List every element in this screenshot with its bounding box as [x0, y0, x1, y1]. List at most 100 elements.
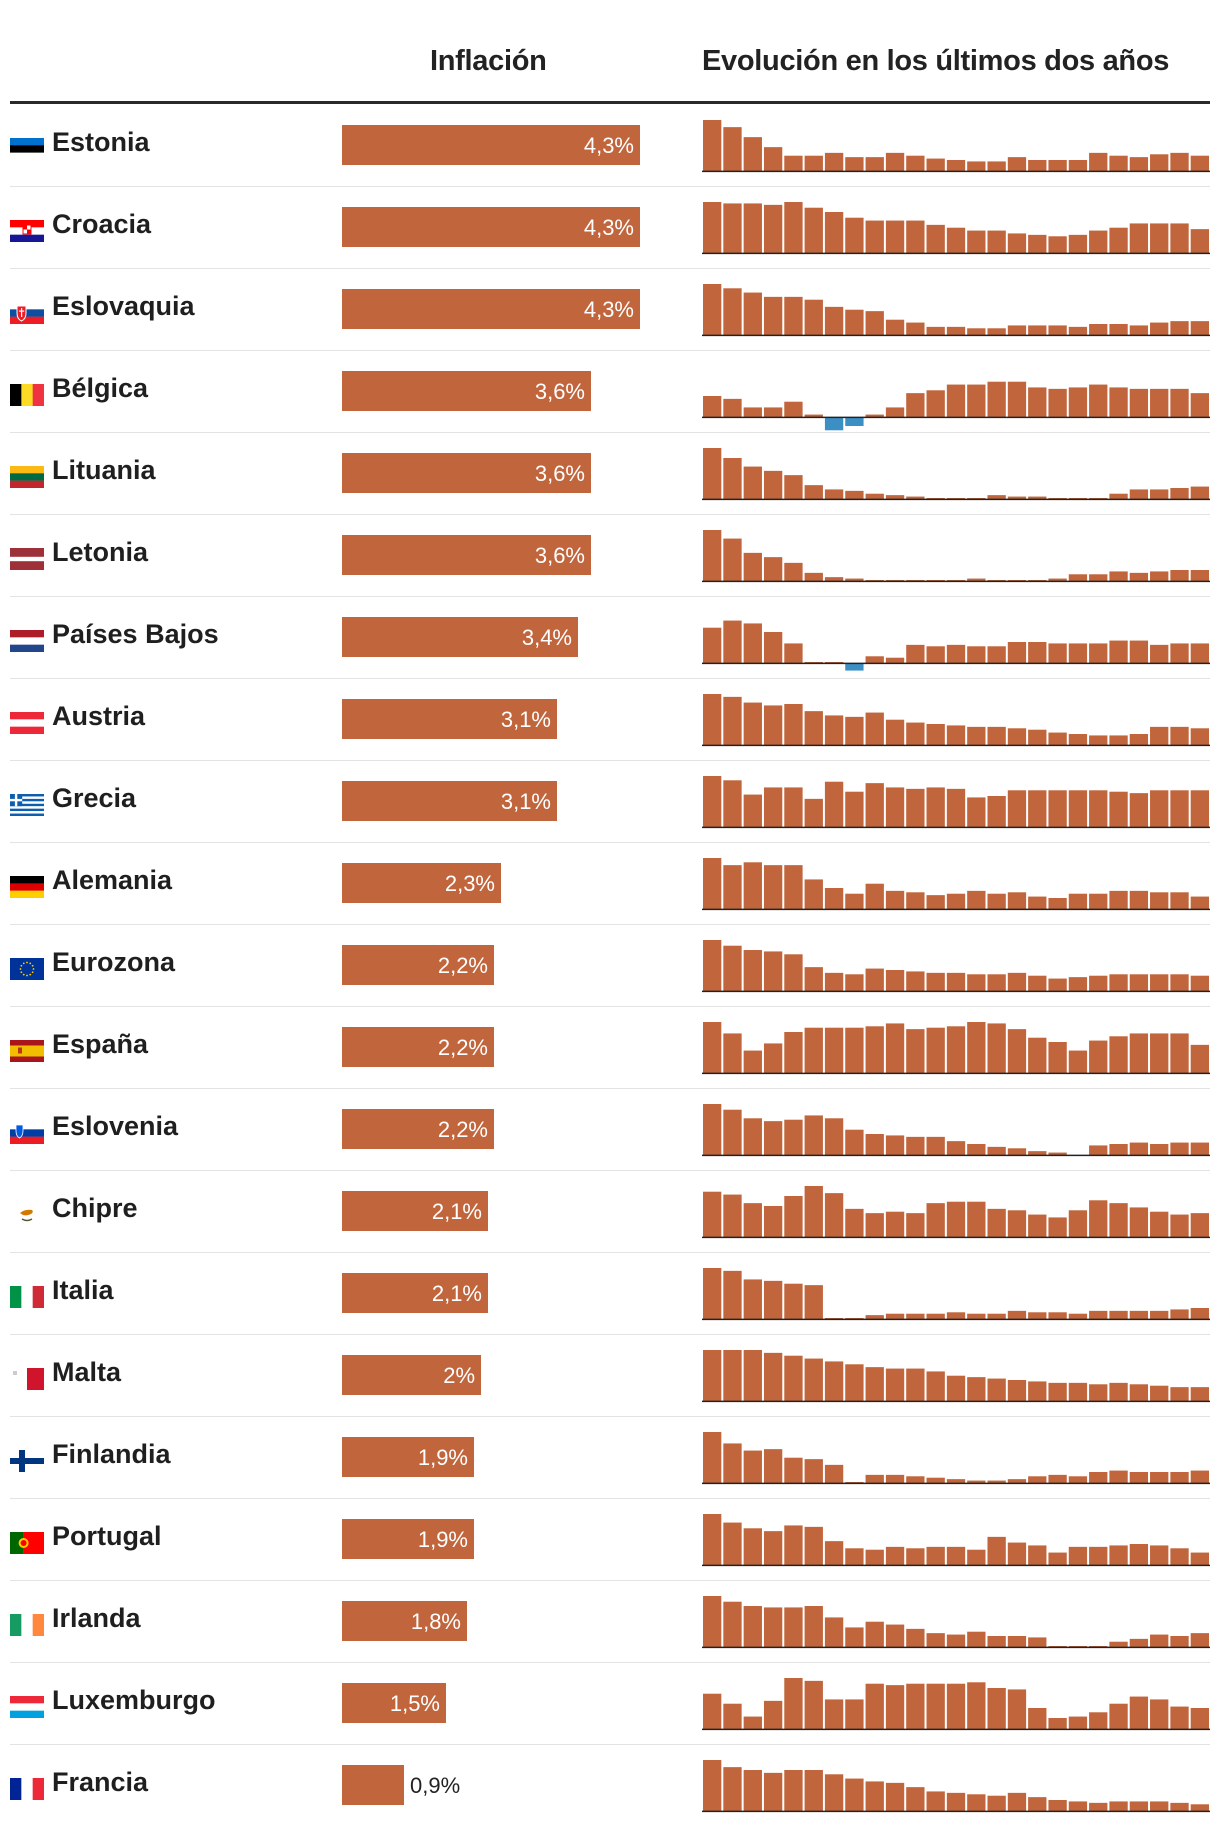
sparkline-bar [906, 722, 925, 746]
sparkline-bar [906, 892, 925, 910]
sparkline-bar [784, 1119, 803, 1156]
sparkline-bar [946, 227, 966, 254]
sparkline-bar [865, 968, 884, 992]
sparkline-bar [1170, 1214, 1189, 1238]
sparkline-bar [1109, 1203, 1128, 1238]
sparkline-bar [824, 1617, 844, 1648]
sparkline-bar [703, 776, 722, 828]
sparkline-bar [865, 656, 884, 664]
sparkline-bar [703, 694, 722, 746]
sparkline-bar [845, 1027, 864, 1074]
sparkline-bar [1028, 325, 1047, 336]
sparkline-bar [946, 1201, 966, 1238]
sparkline-bar [1089, 1384, 1108, 1402]
sparkline-bar [1129, 489, 1149, 500]
sparkline-bar [1048, 160, 1067, 172]
sparkline-bar [967, 797, 986, 828]
table-row: Letonia 3,6% [10, 514, 1210, 596]
sparkline-bar [987, 1480, 1006, 1484]
table-row: Grecia 3,1% [10, 760, 1210, 842]
sparkline-bar [926, 1477, 945, 1484]
spain-flag-icon [10, 1040, 44, 1062]
inflation-value-label: 2,2% [437, 953, 488, 978]
sparkline-bar [926, 1683, 945, 1730]
sparkline-bar [865, 1781, 884, 1812]
sparkline-bar [885, 1782, 905, 1812]
sparkline-bar [1170, 1802, 1189, 1812]
sparkline-bar [1129, 223, 1149, 254]
table-row: Luxemburgo 1,5% [10, 1662, 1210, 1744]
sparkline-bar [987, 893, 1006, 910]
sparkline-bar [1150, 1310, 1169, 1320]
sparkline-bar [906, 1213, 925, 1238]
sparkline-bar [1028, 1476, 1047, 1484]
country-name: Eurozona [52, 947, 176, 977]
sparkline-bar [784, 475, 803, 500]
sparkline-bar [926, 1203, 945, 1238]
sparkline-bar [1150, 790, 1169, 828]
country-name: Bélgica [52, 373, 149, 403]
sparkline-bar [804, 1459, 823, 1484]
sparkline-bar [1007, 381, 1027, 418]
sparkline-bar [946, 725, 966, 746]
sparkline-bar [1007, 1310, 1027, 1320]
sparkline-bar [784, 1283, 803, 1320]
cyprus-flag-icon [10, 1204, 44, 1226]
sparkline-bar [1129, 1472, 1149, 1484]
sparkline-bar [824, 1774, 844, 1812]
sparkline-bar [845, 791, 864, 828]
sparkline-bar [824, 1699, 844, 1730]
sparkline-bar [926, 390, 945, 418]
sparkline-bar [1190, 393, 1209, 418]
inflation-value-label: 1,9% [417, 1445, 468, 1470]
sparkline-bar [723, 696, 742, 746]
sparkline-bar [845, 1548, 864, 1566]
sparkline-bar [1109, 791, 1128, 828]
sparkline-bar [946, 384, 966, 418]
sparkline-bar [703, 1191, 722, 1238]
sparkline-bar [926, 158, 945, 172]
evolution-sparkline [702, 1432, 1210, 1485]
inflation-value-label: 2,1% [431, 1199, 482, 1224]
sparkline-bar [926, 1136, 945, 1156]
sparkline-bar [1129, 1801, 1149, 1812]
sparkline-bar [1109, 1545, 1128, 1566]
sparkline-bar [865, 157, 884, 172]
sparkline-bar [784, 787, 803, 828]
sparkline-bar [1190, 896, 1209, 910]
sparkline-bar [865, 1683, 884, 1730]
sparkline-bar [1129, 1207, 1149, 1238]
sparkline-bar [1048, 732, 1067, 746]
table-row: Italia 2,1% [10, 1252, 1210, 1334]
sparkline-bar [987, 495, 1006, 500]
sparkline-bar [845, 578, 864, 582]
sparkline-bar [703, 448, 722, 500]
country-name: España [52, 1029, 149, 1059]
evolution-sparkline [702, 381, 1210, 431]
evolution-sparkline [702, 1022, 1210, 1075]
sparkline-bar [1150, 974, 1169, 992]
evolution-sparkline [702, 940, 1210, 993]
sparkline-bar [1190, 155, 1209, 172]
sparkline-bar [763, 632, 783, 664]
evolution-sparkline [702, 284, 1210, 337]
inflation-bar [342, 1027, 494, 1067]
sparkline-bar [885, 890, 905, 910]
inflation-value-label: 4,3% [583, 133, 634, 158]
sparkline-bar [1129, 1384, 1149, 1402]
evolution-sparkline [702, 776, 1210, 829]
sparkline-bar [845, 1129, 864, 1156]
sparkline-bar [865, 1474, 884, 1484]
sparkline-bar [723, 620, 742, 664]
sparkline-bar [1048, 1552, 1067, 1566]
sparkline-bar [703, 1693, 722, 1730]
table-row: Portugal 1,9% [10, 1498, 1210, 1580]
inflation-bar [342, 371, 591, 411]
sparkline-bar [784, 1355, 803, 1402]
ireland-flag-icon [10, 1614, 44, 1636]
sparkline-bar [946, 1375, 966, 1402]
sparkline-bar [885, 1211, 905, 1238]
sparkline-bar [1007, 233, 1027, 254]
sparkline-bar [1007, 1542, 1027, 1566]
sparkline-bar [1028, 1037, 1047, 1074]
